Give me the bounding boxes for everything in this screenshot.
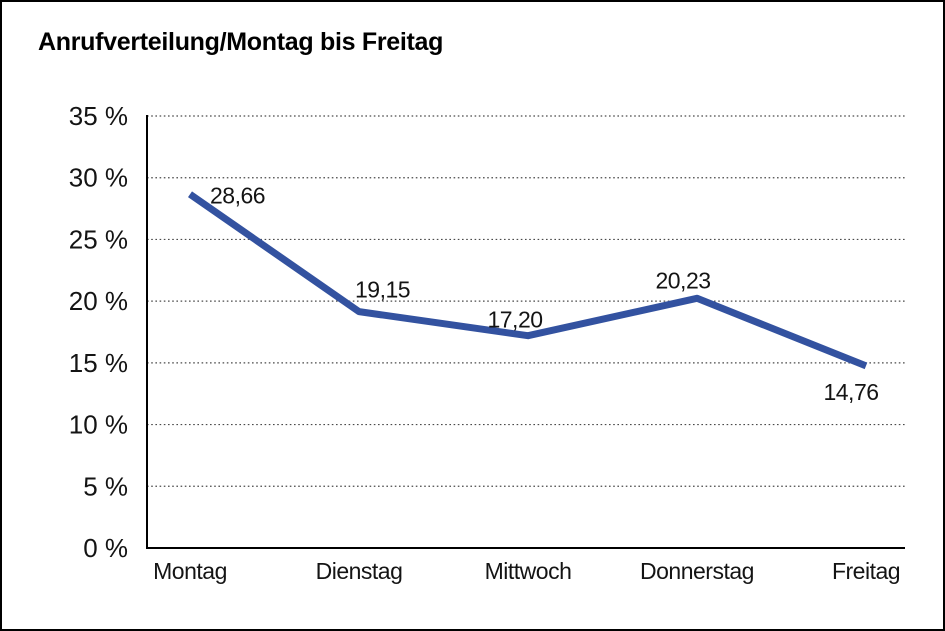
- y-tick-label: 25 %: [69, 224, 128, 254]
- data-label: 28,66: [210, 182, 265, 208]
- x-tick-label: Montag: [153, 558, 227, 584]
- y-tick-label: 0 %: [83, 533, 128, 563]
- data-label: 14,76: [823, 379, 878, 405]
- y-tick-label: 10 %: [69, 410, 128, 440]
- series-line: [188, 191, 868, 370]
- x-tick-label: Mittwoch: [485, 558, 572, 584]
- chart-title: Anrufverteilung/Montag bis Freitag: [38, 28, 444, 56]
- x-tick-label: Donnerstag: [640, 558, 754, 584]
- y-tick-label: 30 %: [69, 163, 128, 193]
- data-label: 20,23: [655, 267, 710, 293]
- y-tick-label: 20 %: [69, 286, 128, 316]
- x-tick-label: Dienstag: [316, 558, 403, 584]
- y-tick-label: 15 %: [69, 348, 128, 378]
- y-tick-label: 5 %: [83, 471, 128, 501]
- data-label: 17,20: [487, 307, 542, 333]
- data-label: 19,15: [355, 277, 410, 303]
- y-tick-label: 35 %: [69, 101, 128, 131]
- x-tick-label: Freitag: [832, 558, 900, 584]
